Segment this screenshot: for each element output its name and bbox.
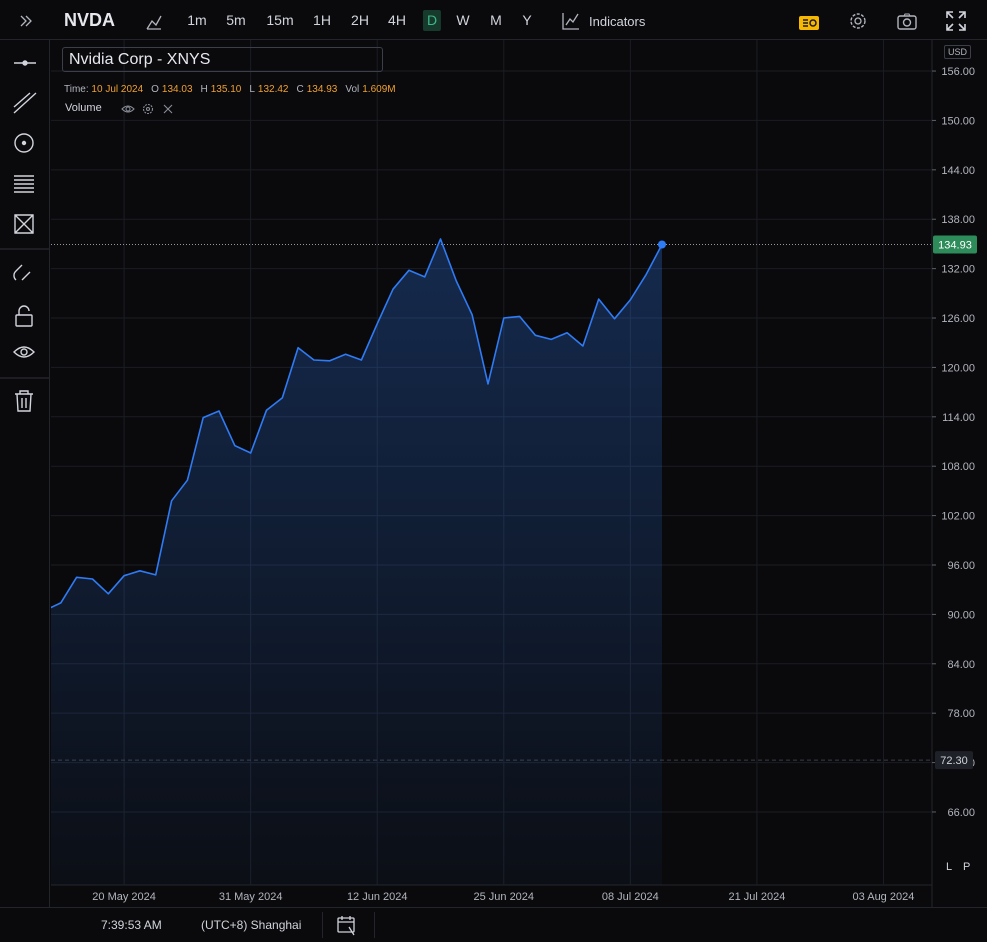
interval-button[interactable]: M: [490, 12, 502, 28]
crosshair-label: 72.30: [940, 755, 968, 767]
value: 132.42: [257, 84, 289, 95]
x-tick-label: 31 May 2024: [219, 891, 283, 903]
circle-tool[interactable]: [14, 133, 34, 153]
study-remove[interactable]: [163, 104, 173, 114]
interval-button[interactable]: Y: [522, 12, 532, 28]
y-tick-label: 78.00: [947, 708, 975, 720]
divider: [374, 912, 375, 938]
visibility-tool[interactable]: [13, 346, 35, 358]
y-tick-label: 144.00: [941, 165, 975, 177]
pattern-tool[interactable]: [14, 214, 34, 234]
label: L: [249, 84, 255, 95]
y-tick-label: 138.00: [941, 214, 975, 226]
interval-button[interactable]: 5m: [226, 12, 246, 28]
trend-line-tool[interactable]: [13, 92, 37, 114]
scale-button[interactable]: P: [963, 861, 971, 873]
x-tick-label: 20 May 2024: [92, 891, 156, 903]
study-controls: [121, 103, 173, 115]
x-tick-label: 08 Jul 2024: [602, 891, 659, 903]
timezone[interactable]: (UTC+8) Shanghai: [201, 918, 302, 932]
y-tick-label: 102.00: [941, 511, 975, 523]
y-tick-label: 156.00: [941, 66, 975, 78]
divider: [322, 912, 323, 938]
symbol[interactable]: NVDA: [64, 10, 116, 30]
x-tick-label: 03 Aug 2024: [853, 891, 915, 903]
interval-button[interactable]: 1H: [313, 12, 331, 28]
ohlc-field: H 135.10: [201, 84, 242, 95]
interval-button[interactable]: 15m: [266, 12, 294, 28]
last-price-badge: [933, 235, 977, 254]
expand-icon[interactable]: [18, 13, 34, 29]
x-tick-label: 25 Jun 2024: [473, 891, 534, 903]
chart-type-icon[interactable]: [145, 13, 163, 31]
y-tick-label: 108.00: [941, 461, 975, 473]
study-name[interactable]: Volume: [65, 102, 102, 114]
label: O: [151, 84, 159, 95]
indicators-icon[interactable]: [561, 11, 581, 31]
x-tick-label: 12 Jun 2024: [347, 891, 408, 903]
value: 135.10: [210, 84, 242, 95]
y-tick-label: 120.00: [941, 362, 975, 374]
clock: 7:39:53 AM: [101, 918, 162, 932]
label: Vol: [345, 84, 360, 95]
y-tick-label: 66.00: [947, 807, 975, 819]
price-line: [51, 238, 663, 609]
ohlc-field: C 134.93: [297, 84, 338, 95]
fullscreen-icon[interactable]: [945, 10, 967, 32]
status-bar: 7:39:53 AM (UTC+8) Shanghai: [0, 907, 987, 942]
x-tick-label: 21 Jul 2024: [728, 891, 785, 903]
magnet-tool[interactable]: [13, 264, 31, 281]
ohlc-field: Vol 1.609M: [345, 84, 395, 95]
interval-button[interactable]: D: [422, 10, 442, 31]
last-price-dot: [657, 240, 666, 249]
symbol-search[interactable]: Nvidia Corp - XNYS: [62, 47, 383, 72]
toolbar: NVDA 1m 5m 15m 1H 2H 4H D W M Y Indicators: [0, 0, 987, 40]
label: H: [200, 84, 208, 95]
y-tick-label: 126.00: [941, 313, 975, 325]
y-tick-label: 84.00: [947, 659, 975, 671]
date-range-icon[interactable]: [337, 915, 359, 937]
settings-icon[interactable]: [848, 11, 868, 31]
area-fill: [51, 239, 662, 885]
fib-tool[interactable]: [14, 175, 34, 193]
interval-button[interactable]: 1m: [187, 12, 207, 28]
drawing-toolbar: [0, 40, 50, 907]
y-tick-label: 96.00: [947, 560, 975, 572]
y-tick-label: 90.00: [947, 609, 975, 621]
study-settings[interactable]: [142, 103, 154, 115]
last-price-label: 134.93: [938, 239, 972, 251]
interval-button[interactable]: W: [456, 12, 470, 28]
currency: USD: [944, 45, 972, 59]
value: 10 Jul 2024: [91, 84, 144, 95]
lock-tool[interactable]: [15, 305, 33, 327]
interval-button[interactable]: 2H: [351, 12, 369, 28]
value: 134.93: [306, 84, 338, 95]
snapshot-icon[interactable]: [896, 11, 918, 31]
label: C: [296, 84, 304, 95]
scale-button[interactable]: L: [946, 861, 953, 873]
y-tick-label: 150.00: [941, 115, 975, 127]
ohlc-legend: Time: 10 Jul 2024 O 134.03 H 135.10 L 132.42 C…: [64, 84, 396, 95]
value: 134.03: [161, 84, 193, 95]
ohlc-field: L 132.42: [249, 84, 288, 95]
horizontal-line-tool[interactable]: [14, 60, 36, 66]
ohlc-field: O 134.03: [151, 84, 192, 95]
crosshair-badge: [935, 751, 973, 770]
value: 1.609M: [362, 84, 396, 95]
study-visibility[interactable]: [121, 105, 135, 113]
interval-button[interactable]: 4H: [388, 12, 406, 28]
drawing-tools: [0, 60, 50, 412]
y-tick-label: 114.00: [942, 412, 975, 424]
label: Time:: [64, 84, 89, 95]
news-icon[interactable]: [798, 11, 820, 31]
time-label: Time: 10 Jul 2024: [64, 84, 143, 95]
y-tick-label: 132.00: [941, 264, 975, 276]
indicators-button[interactable]: Indicators: [589, 14, 646, 29]
delete-tool[interactable]: [15, 390, 33, 412]
